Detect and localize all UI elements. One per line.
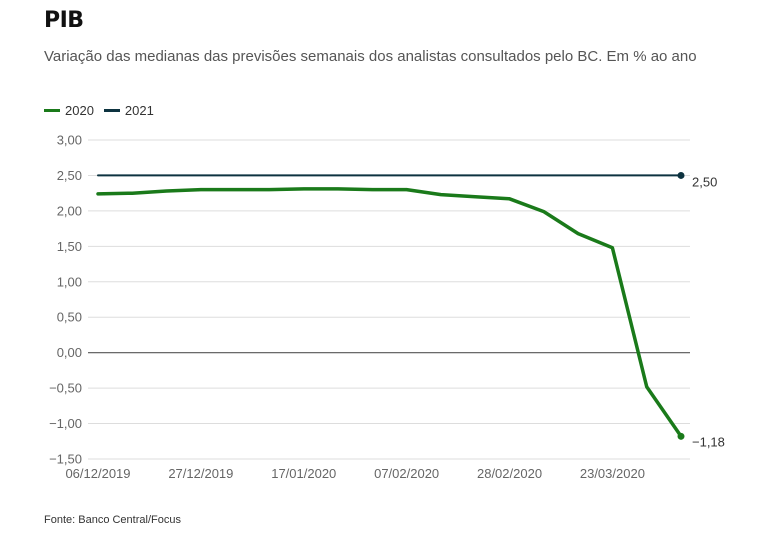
legend-label-2021: 2021 bbox=[124, 103, 154, 118]
x-tick-label: 17/01/2020 bbox=[271, 466, 336, 481]
y-tick-label: 2,00 bbox=[57, 203, 82, 218]
y-tick-label: 0,50 bbox=[57, 310, 82, 325]
y-tick-label: −1,50 bbox=[49, 452, 82, 467]
y-tick-label: 1,00 bbox=[57, 274, 82, 289]
x-tick-label: 23/03/2020 bbox=[580, 466, 645, 481]
x-tick-label: 07/02/2020 bbox=[374, 466, 439, 481]
legend-item-2021[interactable]: 2021 bbox=[103, 103, 154, 118]
y-tick-label: −1,00 bbox=[49, 416, 82, 431]
chart-title: PIB bbox=[44, 8, 84, 33]
source-note: Fonte: Banco Central/Focus bbox=[44, 514, 181, 526]
end-label-2021: 2,50 bbox=[692, 174, 717, 189]
end-point-2021 bbox=[677, 171, 685, 179]
y-tick-label: −0,50 bbox=[49, 381, 82, 396]
legend-label-2020: 2020 bbox=[65, 103, 94, 118]
y-tick-label: 2,50 bbox=[57, 168, 82, 183]
x-tick-label: 06/12/2019 bbox=[65, 466, 130, 481]
chart-subtitle: Variação das medianas das previsões sema… bbox=[44, 48, 697, 65]
y-tick-label: 1,50 bbox=[57, 239, 82, 254]
x-tick-label: 27/12/2019 bbox=[168, 466, 233, 481]
y-tick-label: 3,00 bbox=[57, 133, 82, 148]
y-tick-label: 0,00 bbox=[57, 345, 82, 360]
end-label-2020: −1,18 bbox=[692, 434, 725, 449]
end-point-2020 bbox=[677, 432, 685, 440]
series-line-2020 bbox=[96, 187, 683, 439]
legend-swatch-2020 bbox=[44, 109, 60, 112]
legend-swatch-2021 bbox=[103, 109, 120, 112]
legend-item-2020[interactable]: 2020 bbox=[44, 103, 94, 118]
legend: 2020 2021 bbox=[44, 103, 164, 118]
x-tick-label: 28/02/2020 bbox=[477, 466, 542, 481]
